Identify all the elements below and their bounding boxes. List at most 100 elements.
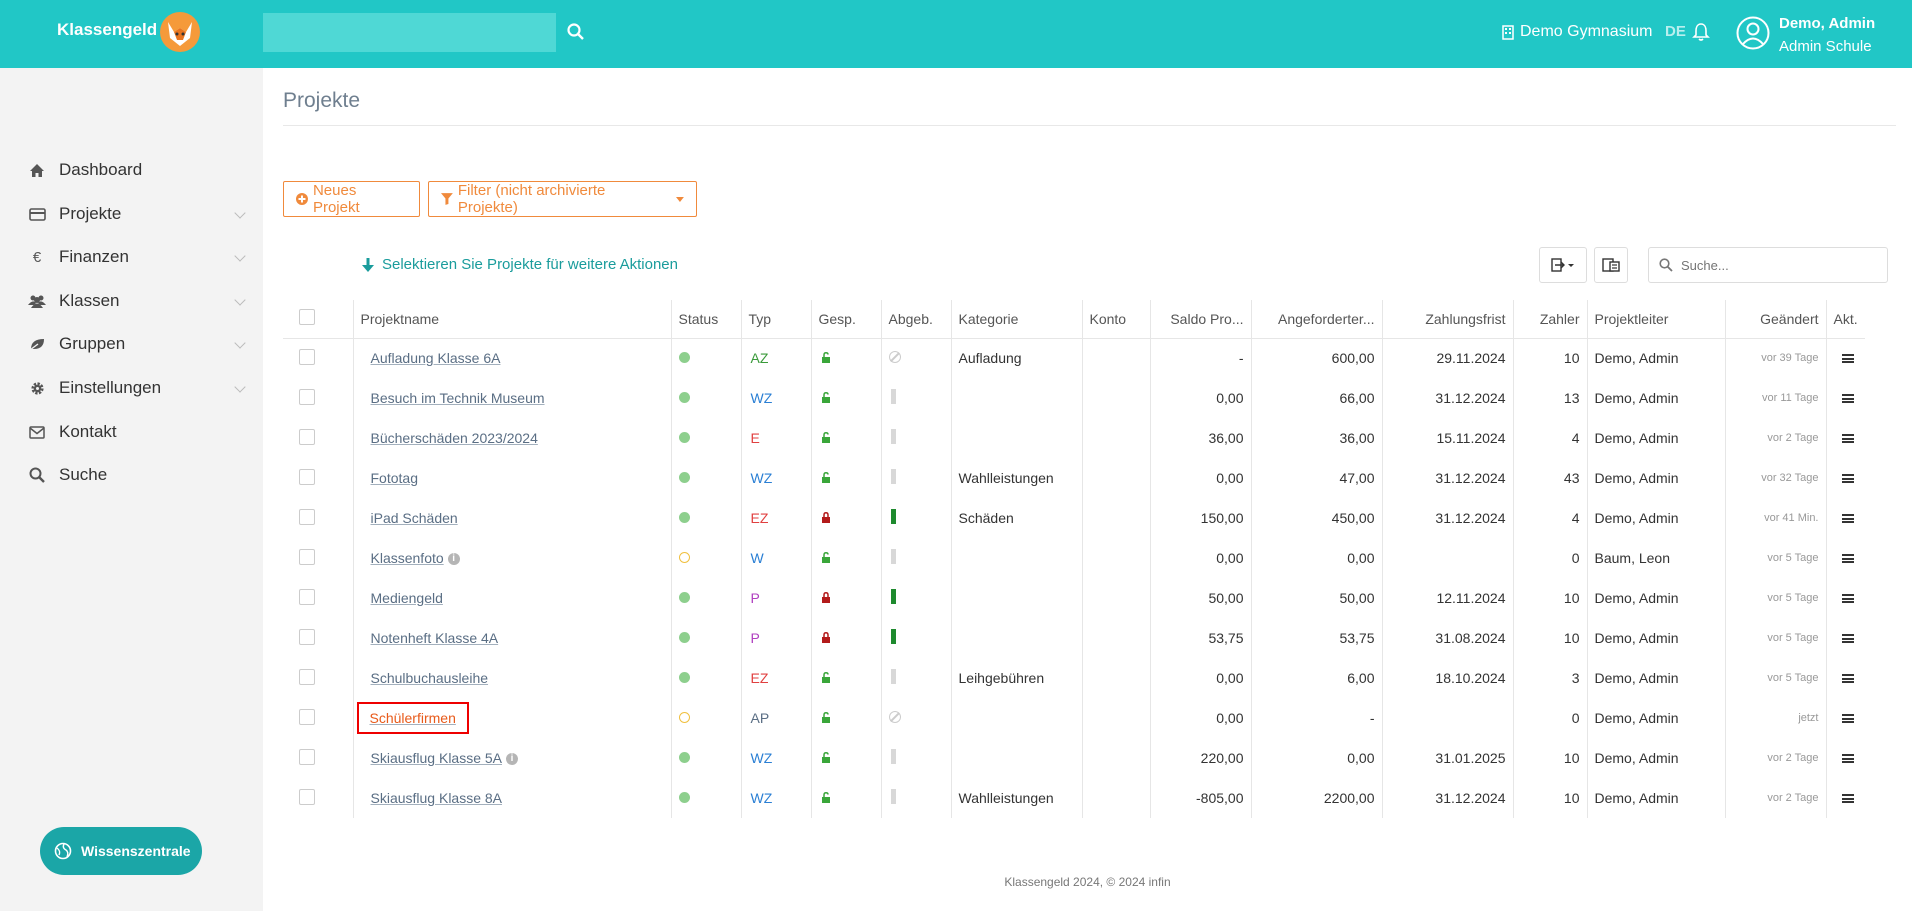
info-icon[interactable]: i [506, 753, 519, 766]
row-checkbox[interactable] [299, 788, 315, 805]
menu-icon[interactable] [1841, 754, 1854, 763]
column-header[interactable]: Projektname [353, 300, 672, 339]
search-icon[interactable] [566, 22, 586, 42]
menu-icon[interactable] [1841, 394, 1854, 403]
column-header[interactable]: Typ [741, 300, 812, 339]
menu-icon[interactable] [1841, 594, 1854, 603]
column-header[interactable]: Saldo Pro... [1150, 300, 1252, 339]
row-select-cell[interactable] [283, 338, 354, 378]
actions-cell[interactable] [1826, 578, 1865, 618]
project-name-link[interactable]: Besuch im Technik Museum [370, 390, 545, 406]
sidebar-item-projekte[interactable]: Projekte [28, 199, 252, 229]
row-checkbox[interactable] [299, 348, 315, 365]
row-checkbox[interactable] [299, 748, 315, 765]
actions-cell[interactable] [1826, 418, 1865, 458]
menu-icon[interactable] [1841, 354, 1854, 364]
row-checkbox[interactable] [299, 508, 315, 525]
row-select-cell[interactable] [283, 618, 354, 658]
column-header[interactable]: Kategorie [951, 300, 1083, 339]
project-name-link[interactable]: Aufladung Klasse 6A [370, 350, 501, 367]
row-select-cell[interactable] [283, 458, 354, 498]
sidebar-item-einstellungen[interactable]: Einstellungen [28, 373, 252, 403]
brand-name[interactable]: Klassengeld [57, 20, 158, 39]
project-name-link[interactable]: Fototag [370, 470, 418, 486]
filter-dropdown-button[interactable]: Filter (nicht archivierte Projekte) [428, 181, 697, 217]
row-checkbox[interactable] [299, 388, 315, 405]
export-dropdown-button[interactable] [1539, 247, 1587, 283]
row-select-cell[interactable] [283, 658, 354, 698]
table-row[interactable]: Schulbuchausleihe EZ Leihgebühren 0,00 6,00 1… [283, 658, 1865, 698]
row-select-cell[interactable] [283, 738, 354, 778]
fox-logo-icon[interactable] [152, 10, 208, 54]
project-name-link[interactable]: Skiausflug Klasse 8A [370, 790, 503, 806]
language-switch[interactable]: DE [1665, 23, 1686, 40]
column-header[interactable]: Status [671, 300, 742, 339]
select-projects-hint[interactable]: Selektieren Sie Projekte für weitere Akt… [362, 256, 678, 273]
actions-cell[interactable] [1826, 738, 1865, 778]
new-project-button[interactable]: Neues Projekt [283, 181, 420, 217]
row-checkbox[interactable] [299, 668, 315, 685]
row-checkbox[interactable] [299, 588, 315, 605]
table-row[interactable]: Aufladung Klasse 6A AZ Aufladung -600,00 29.… [283, 338, 1865, 378]
table-row[interactable]: Klassenfoto i W 0,00 0,00 0 Baum, Leon vor 5 Ta… [283, 538, 1865, 578]
row-select-cell[interactable] [283, 698, 354, 738]
menu-icon[interactable] [1841, 634, 1854, 643]
select-all-header[interactable] [283, 300, 354, 339]
column-header[interactable]: Abgeb. [881, 300, 952, 339]
project-name-link[interactable]: Schülerfirmen [369, 710, 456, 726]
project-name-link[interactable]: Bücherschäden 2023/2024 [370, 430, 538, 446]
actions-cell[interactable] [1826, 658, 1865, 698]
menu-icon[interactable] [1841, 554, 1854, 563]
table-row[interactable]: iPad Schäden EZ Schäden 150,00 450,00 31.12.2… [283, 498, 1865, 538]
project-name-link[interactable]: Klassenfoto [370, 550, 444, 566]
menu-icon[interactable] [1841, 434, 1854, 443]
row-select-cell[interactable] [283, 578, 354, 618]
table-row[interactable]: Fototag WZ Wahlleistungen 0,00 47,00 31.12.20… [283, 458, 1865, 498]
row-select-cell[interactable] [283, 538, 354, 578]
project-name-link[interactable]: Skiausflug Klasse 5A [370, 750, 503, 766]
row-checkbox[interactable] [299, 628, 315, 645]
row-select-cell[interactable] [283, 378, 354, 418]
sidebar-item-kontakt[interactable]: Kontakt [28, 417, 252, 447]
info-icon[interactable]: i [447, 553, 460, 566]
sidebar-item-klassen[interactable]: Klassen [28, 286, 252, 316]
actions-cell[interactable] [1826, 458, 1865, 498]
wissenszentrale-button[interactable]: Wissenszentrale [40, 827, 202, 875]
actions-cell[interactable] [1826, 778, 1865, 818]
actions-cell[interactable] [1826, 618, 1865, 658]
school-selector[interactable]: Demo Gymnasium [1502, 23, 1652, 41]
row-select-cell[interactable] [283, 418, 354, 458]
row-checkbox[interactable] [299, 468, 315, 485]
menu-icon[interactable] [1841, 514, 1854, 523]
actions-cell[interactable] [1826, 538, 1865, 578]
table-row[interactable]: Skiausflug Klasse 5A i WZ 220,00 0,00 31.01.2… [283, 738, 1865, 778]
column-header[interactable]: Gesp. [811, 300, 882, 339]
menu-icon[interactable] [1841, 674, 1854, 683]
select-all-checkbox[interactable] [299, 309, 315, 326]
table-row[interactable]: Besuch im Technik Museum WZ 0,00 66,00 31.12… [283, 378, 1865, 418]
sidebar-item-dashboard[interactable]: Dashboard [28, 155, 252, 185]
table-row[interactable]: Mediengeld P 50,00 50,00 12.11.2024 10 Demo, A… [283, 578, 1865, 618]
column-header[interactable]: Zahlungsfrist [1382, 300, 1514, 339]
column-header[interactable]: Geändert [1725, 300, 1827, 339]
project-name-link[interactable]: Mediengeld [370, 590, 443, 606]
table-row[interactable]: Schülerfirmen AP 0,00- 0 Demo, Admin jetzt [283, 698, 1865, 738]
columns-toggle-button[interactable] [1594, 247, 1628, 283]
menu-icon[interactable] [1841, 714, 1854, 723]
sidebar-item-gruppen[interactable]: Gruppen [28, 329, 252, 359]
row-checkbox[interactable] [299, 548, 315, 565]
row-checkbox[interactable] [299, 428, 315, 445]
menu-icon[interactable] [1841, 474, 1854, 483]
actions-cell[interactable] [1826, 498, 1865, 538]
menu-icon[interactable] [1841, 794, 1854, 803]
user-avatar-icon[interactable] [1736, 16, 1770, 50]
table-row[interactable]: Notenheft Klasse 4A P 53,75 53,75 31.08.2024… [283, 618, 1865, 658]
project-name-link[interactable]: Schulbuchausleihe [370, 670, 489, 686]
user-name[interactable]: Demo, Admin [1779, 15, 1876, 32]
column-header[interactable]: Angeforderter... [1251, 300, 1383, 339]
row-checkbox[interactable] [299, 708, 315, 725]
table-row[interactable]: Skiausflug Klasse 8A WZ Wahlleistungen -805… [283, 778, 1865, 818]
project-name-link[interactable]: iPad Schäden [370, 510, 458, 526]
column-header[interactable]: Zahler [1513, 300, 1588, 339]
sidebar-item-suche[interactable]: Suche [28, 460, 252, 490]
